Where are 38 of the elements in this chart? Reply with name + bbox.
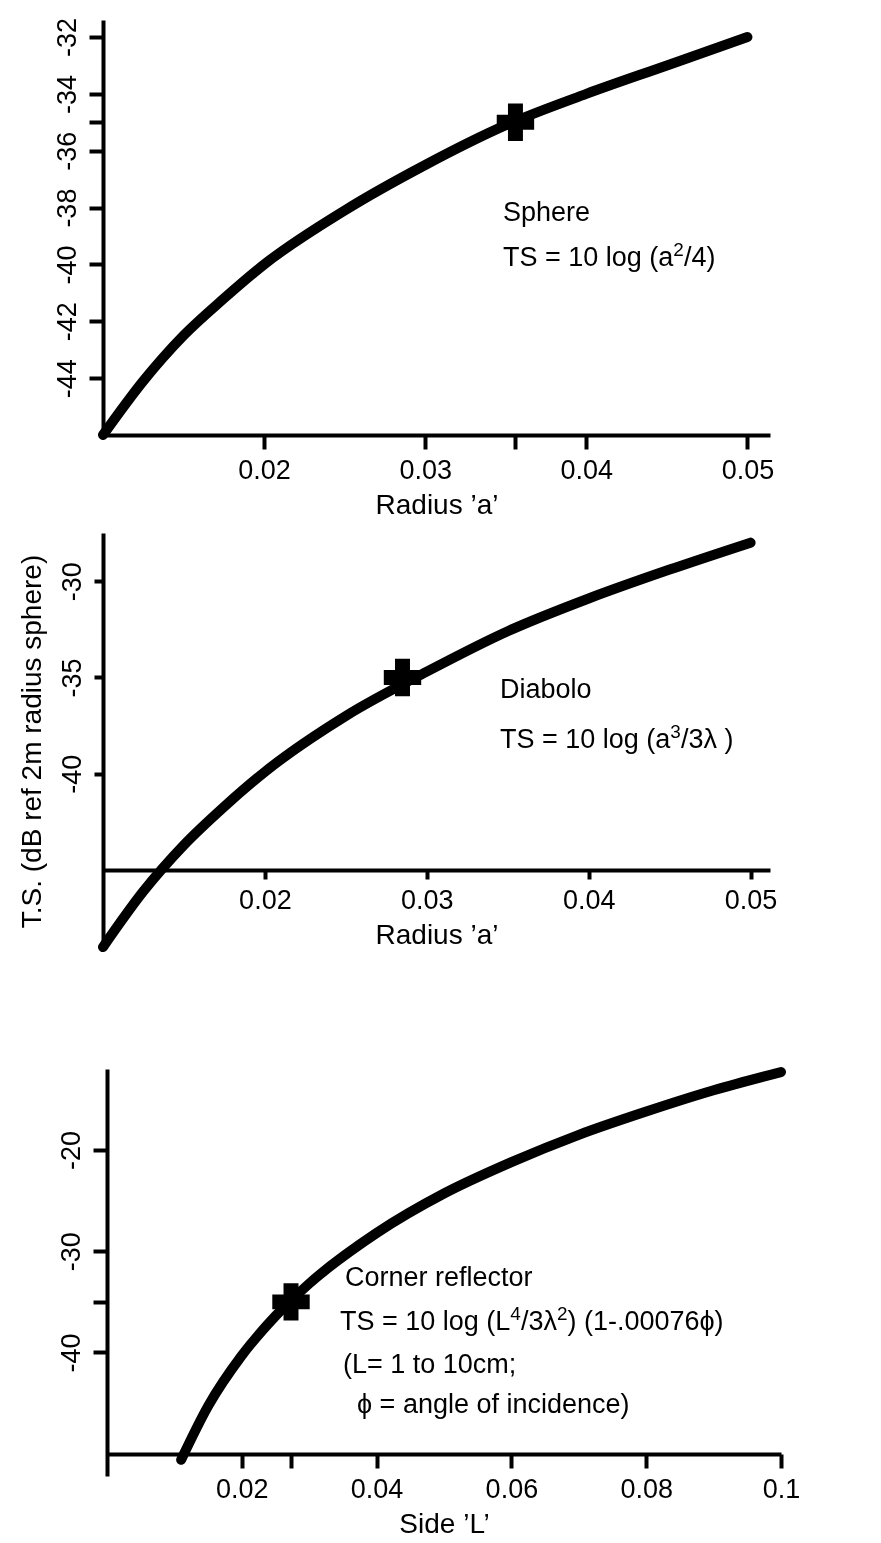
y-tick-label: -34: [51, 74, 82, 114]
x-tick-label: 0.1: [762, 1473, 801, 1504]
annotation: (L= 1 to 10cm;: [343, 1349, 517, 1379]
y-tick-label: -30: [56, 562, 87, 602]
y-tick-label: -40: [51, 245, 82, 285]
x-tick-label: 0.02: [216, 1473, 269, 1504]
x-tick-label: 0.04: [560, 454, 614, 485]
y-axis-title: T.S. (dB ref 2m radius sphere): [15, 554, 47, 929]
y-tick-label: -42: [51, 302, 82, 342]
x-tick-label: 0.02: [239, 884, 292, 915]
y-tick-label: -40: [56, 754, 87, 794]
y-tick-label: -38: [51, 188, 82, 228]
y-tick-label: -32: [51, 18, 82, 58]
y-tick-label: -30: [55, 1232, 86, 1272]
x-tick-label: 0.06: [485, 1473, 539, 1504]
y-tick-label: -36: [51, 131, 82, 171]
x-tick-label: 0.05: [721, 454, 775, 485]
x-axis-title: Radius ’a’: [375, 488, 499, 520]
annotation: Diabolo: [500, 674, 592, 704]
x-tick-label: 0.05: [724, 884, 778, 915]
annotation: TS = 10 log (L$^{4}$/3λ$^{2}$) (1-.00076ϕ): [340, 1302, 724, 1336]
x-axis-title: Radius ’a’: [375, 918, 499, 950]
annotation: Corner reflector: [345, 1262, 533, 1292]
x-tick-label: 0.04: [350, 1473, 404, 1504]
y-tick-label: -40: [55, 1333, 86, 1373]
y-tick-label: -35: [56, 658, 87, 698]
x-tick-label: 0.03: [399, 454, 452, 485]
x-tick-label: 0.03: [401, 884, 454, 915]
x-tick-label: 0.04: [562, 884, 616, 915]
annotation: TS = 10 log (a$^{3}$/3λ ): [500, 720, 734, 754]
y-tick-label: -20: [55, 1130, 86, 1171]
annotation: ϕ = angle of incidence): [357, 1389, 630, 1419]
x-tick-label: 0.02: [238, 454, 291, 485]
x-tick-label: 0.08: [620, 1473, 673, 1504]
y-tick-label: -44: [51, 359, 82, 399]
x-axis-title: Side ’L’: [399, 1507, 490, 1539]
annotation: Sphere: [503, 197, 591, 227]
annotation: TS = 10 log (a$^{2}$/4): [503, 238, 716, 272]
